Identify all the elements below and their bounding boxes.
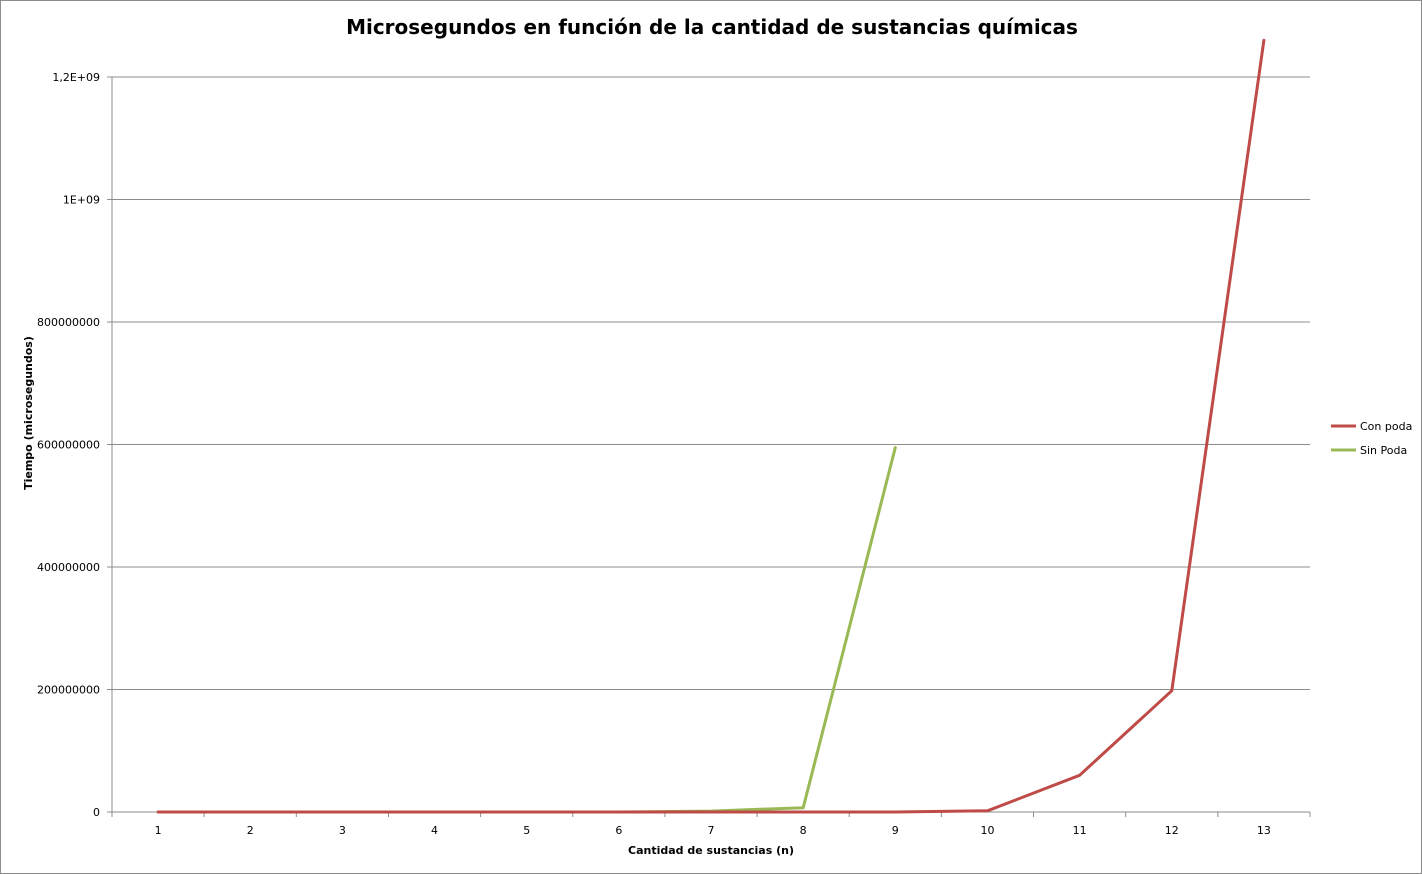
x-tick-label: 2 bbox=[247, 824, 254, 837]
x-tick-label: 12 bbox=[1165, 824, 1179, 837]
x-axis-ticks: 1 2 3 4 5 6 7 8 9 10 11 12 13 bbox=[155, 824, 1271, 837]
y-tick-label: 200000000 bbox=[37, 684, 100, 697]
y-tick-label: 1,2E+09 bbox=[52, 71, 100, 84]
legend-label: Sin Poda bbox=[1360, 444, 1407, 457]
x-tick-label: 9 bbox=[892, 824, 899, 837]
chart-title: Microsegundos en función de la cantidad … bbox=[346, 15, 1078, 39]
x-tick-label: 1 bbox=[155, 824, 162, 837]
x-tick-label: 10 bbox=[980, 824, 994, 837]
x-tick-label: 3 bbox=[339, 824, 346, 837]
legend-label: Con poda bbox=[1360, 420, 1412, 433]
x-tick-label: 8 bbox=[800, 824, 807, 837]
y-tick-label: 800000000 bbox=[37, 316, 100, 329]
x-tick-label: 5 bbox=[523, 824, 530, 837]
series-line-sin-poda bbox=[156, 446, 897, 814]
series-lines bbox=[156, 38, 1266, 814]
y-axis-ticks: 0 200000000 400000000 600000000 800000000 1E+… bbox=[37, 71, 100, 819]
y-tick-label: 400000000 bbox=[37, 561, 100, 574]
y-tick-label: 0 bbox=[93, 806, 100, 819]
axes bbox=[107, 76, 1311, 817]
gridlines bbox=[112, 76, 1310, 690]
series-line-con-poda bbox=[156, 38, 1266, 814]
y-tick-label: 1E+09 bbox=[63, 194, 100, 207]
x-tick-label: 6 bbox=[615, 824, 622, 837]
x-tick-label: 4 bbox=[431, 824, 438, 837]
y-axis-label: Tiempo (microsegundos) bbox=[22, 336, 35, 490]
y-tick-label: 600000000 bbox=[37, 439, 100, 452]
x-axis-label: Cantidad de sustancias (n) bbox=[628, 844, 794, 857]
x-tick-label: 7 bbox=[708, 824, 715, 837]
legend: Con poda Sin Poda bbox=[1331, 420, 1412, 457]
x-tick-label: 11 bbox=[1073, 824, 1087, 837]
x-tick-label: 13 bbox=[1257, 824, 1271, 837]
